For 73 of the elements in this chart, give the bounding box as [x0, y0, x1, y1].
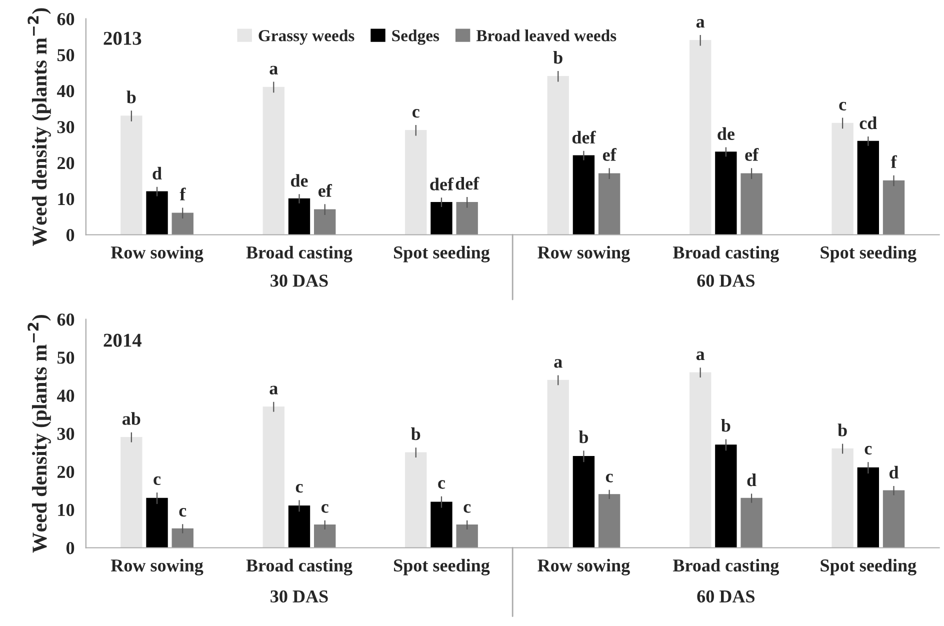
x-tick-label: Spot seeding	[394, 246, 490, 262]
y-tick-label: 10	[58, 504, 74, 516]
y-tick-label: 10	[58, 193, 74, 206]
data-label: a	[696, 19, 705, 28]
x-tick-label: Spot seeding	[820, 246, 916, 262]
x-tick-label: Broad casting	[246, 558, 352, 576]
legend-label: Grassy weeds	[258, 30, 354, 45]
y-tick-label: 20	[57, 466, 74, 478]
data-label: b	[411, 427, 420, 440]
data-label: a	[554, 359, 562, 368]
y-tick-label: 60	[57, 314, 74, 326]
x-tick-label: Spot seeding	[820, 558, 916, 576]
y-axis-title: Weed density (plants m$^{−2}$)	[28, 315, 51, 553]
data-label: d	[152, 166, 162, 180]
data-label: c	[438, 480, 446, 489]
data-label: cd	[860, 116, 877, 130]
text: 60 DAS	[697, 274, 755, 287]
text: 30 DAS	[270, 590, 328, 603]
data-label: ef	[318, 184, 332, 197]
y-axis-title: Weed density (plants m$^{−2}$)	[28, 8, 51, 246]
data-label: f	[180, 188, 186, 200]
y-tick-label: 30	[57, 121, 74, 134]
data-label: de	[290, 174, 308, 187]
text: 2014	[104, 334, 142, 347]
data-label: a	[270, 386, 278, 394]
data-label: de	[718, 127, 734, 140]
x-tick-label: Broad casting	[672, 246, 780, 262]
x-tick-label: Row sowing	[110, 558, 204, 576]
data-label: def	[572, 130, 596, 144]
data-label: f	[890, 155, 897, 168]
x-tick-label: Row sowing	[538, 246, 630, 262]
text: 30 DAS	[270, 274, 328, 287]
data-label: b	[578, 430, 588, 444]
data-label: c	[179, 508, 186, 517]
x-tick-label: Spot seeding	[394, 558, 490, 576]
legend-label: Broad leaved weeds	[476, 30, 616, 42]
y-tick-label: 40	[56, 390, 74, 402]
data-label: c	[464, 504, 471, 513]
data-label: c	[839, 102, 846, 110]
y-tick-label: 50	[57, 49, 74, 62]
data-label: a	[696, 352, 705, 360]
data-label: b	[126, 90, 136, 104]
data-label: d	[889, 466, 899, 479]
data-label: c	[296, 484, 303, 493]
x-tick-label: Broad casting	[246, 246, 352, 262]
data-label: ef	[745, 148, 759, 161]
y-tick-label: 30	[57, 428, 74, 440]
text: 2013	[104, 32, 142, 45]
data-label: a	[270, 66, 278, 75]
data-label: def	[430, 178, 454, 190]
data-label: c	[321, 504, 328, 513]
data-label: b	[553, 51, 562, 64]
data-label: def	[456, 176, 480, 190]
data-label: ab	[122, 412, 140, 425]
y-tick-label: 0	[66, 542, 74, 554]
data-label: c	[606, 474, 613, 482]
x-tick-label: Row sowing	[110, 246, 204, 262]
data-label: c	[412, 109, 420, 118]
data-label: b	[721, 419, 730, 432]
y-tick-label: 0	[66, 229, 74, 242]
x-tick-label: Row sowing	[538, 558, 630, 576]
y-tick-label: 60	[57, 13, 74, 26]
data-label: c	[154, 476, 161, 486]
data-label: b	[838, 424, 847, 436]
y-tick-label: 40	[56, 85, 74, 98]
y-tick-label: 50	[57, 352, 74, 364]
x-tick-label: Broad casting	[672, 558, 780, 576]
y-tick-label: 20	[57, 157, 74, 170]
data-label: c	[864, 446, 872, 455]
data-label: ef	[602, 148, 616, 161]
data-label: d	[747, 473, 756, 486]
legend-label: Sedges	[392, 30, 440, 45]
text: 60 DAS	[697, 590, 755, 603]
